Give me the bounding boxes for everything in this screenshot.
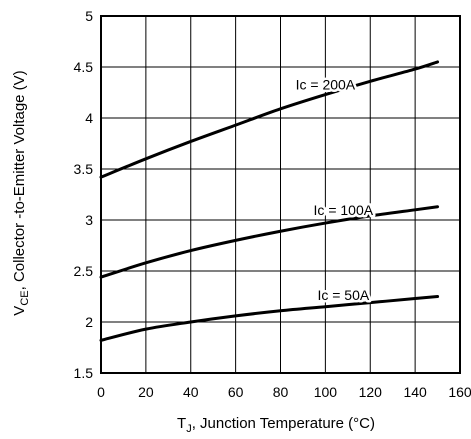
y-tick-label: 2 [85,314,93,330]
y-tick-label: 5 [85,8,93,24]
x-tick-label: 40 [183,384,199,400]
series-curves [99,60,440,342]
x-tick-label: 120 [359,384,383,400]
y-tick-label: 1.5 [74,365,94,381]
series-label: Ic = 200A [296,77,356,93]
y-tick-labels: 1.5 2 2.5 3 3.5 4 4.5 5 [74,8,94,381]
plot-frame [100,15,461,374]
series-line [99,60,440,179]
y-tick-label: 3.5 [74,161,94,177]
series-label: Ic = 50A [317,287,369,303]
x-tick-label: 140 [403,384,427,400]
y-tick-label: 4.5 [74,59,94,75]
y-tick-label: 3 [85,212,93,228]
x-tick-label: 80 [273,384,289,400]
x-tick-label: 20 [138,384,154,400]
series-line [99,205,440,279]
x-tick-label: 100 [314,384,338,400]
x-axis-title: TJ, Junction Temperature (°C) [177,415,375,435]
series-labels: Ic = 200A Ic = 100A Ic = 50A [293,74,376,306]
y-axis-title: VCE, Collector -to-Emitter Voltage (V) [11,70,31,315]
x-tick-label: 0 [97,384,105,400]
series-line [99,295,440,342]
x-tick-labels: 0 20 40 60 80 100 120 140 160 [97,384,471,400]
y-tick-label: 4 [85,110,93,126]
x-tick-label: 160 [448,384,471,400]
series-label: Ic = 100A [314,202,374,218]
grid [100,15,461,374]
y-tick-label: 2.5 [74,263,94,279]
x-tick-label: 60 [228,384,244,400]
